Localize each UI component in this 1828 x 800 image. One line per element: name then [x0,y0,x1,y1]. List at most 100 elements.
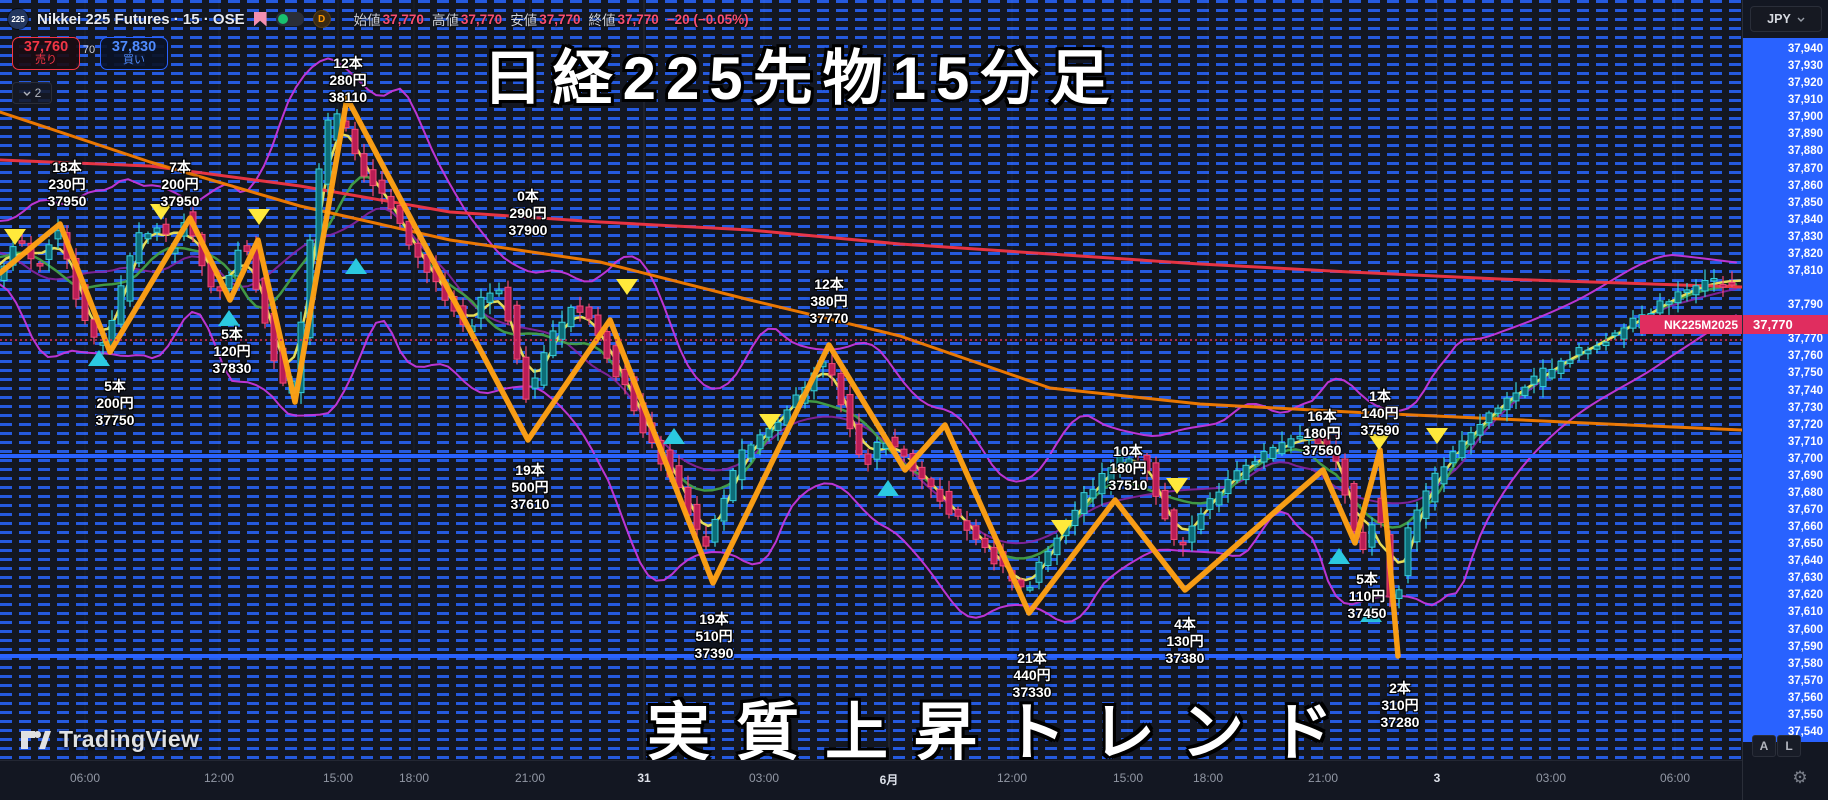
time-axis-label: 12:00 [996,771,1028,785]
price-axis-label: 37,900 [1787,111,1823,124]
green-dot-icon [277,14,288,24]
price-axis-label: 37,550 [1787,708,1823,721]
indicator-toggle[interactable] [275,12,304,26]
price-axis-label: 37,760 [1787,350,1823,363]
price-axis-label: 37,790 [1787,299,1823,312]
time-axis-label: 15:00 [1112,771,1144,785]
sell-signal-triangle-icon [4,229,26,245]
price-axis-label: 37,750 [1787,367,1823,380]
time-axis-label: 03:00 [748,771,780,785]
signal-annotation: 19本 510円 37390 [694,611,734,661]
close-value: 37,770 [617,11,659,27]
chevron-down-icon [23,91,31,96]
buy-price: 37,830 [111,39,157,56]
contract-price-tag: NK225M2025 [1640,315,1742,334]
spread-value: 70 [82,44,96,56]
flag-bookmark-icon[interactable] [253,11,267,27]
gear-icon[interactable]: ⚙ [1792,768,1808,787]
buy-signal-triangle-icon [1328,548,1350,564]
overlay-title-top: 日経225先物15分足 [482,45,1120,112]
tradingview-logo-icon [21,730,51,749]
price-axis-label: 37,850 [1787,196,1823,209]
buy-signal-triangle-icon [345,258,367,274]
price-axis-label: 37,620 [1787,589,1823,602]
price-axis-label: 37,630 [1787,572,1823,585]
sell-signal-triangle-icon [248,209,270,225]
tradingview-logo-text: TradingView [59,726,200,752]
price-axis-label: 37,740 [1787,384,1823,397]
symbol-logo-badge: 225 [8,9,28,29]
signal-annotation: 5本 120円 37830 [212,326,252,376]
buy-signal-triangle-icon [88,350,110,366]
sell-signal-triangle-icon [616,279,638,295]
symbol-title[interactable]: Nikkei 225 Futures · 15 · OSE [37,10,245,28]
price-axis-label: 37,570 [1787,674,1823,687]
buy-signal-triangle-icon [1360,606,1382,622]
log-scale-button[interactable]: L [1777,735,1801,757]
buy-button[interactable]: 37,830 買い [100,37,168,70]
time-axis-label: 31 [637,771,651,785]
time-axis-label: 18:00 [1192,771,1224,785]
low-value: 37,770 [539,11,581,27]
price-axis-label: 37,580 [1787,657,1823,670]
sell-signal-triangle-icon [1426,428,1448,444]
sell-signal-triangle-icon [150,204,172,220]
signal-annotation: 16本 180円 37560 [1302,408,1342,458]
price-axis-label: 37,560 [1787,691,1823,704]
tradingview-logo[interactable]: TradingView [20,726,200,753]
price-axis-label: 37,930 [1787,60,1823,73]
buy-signal-triangle-icon [218,310,240,326]
signal-annotation: 7本 200円 37950 [160,159,200,209]
signal-annotation: 21本 440円 37330 [1012,650,1052,700]
currency-selector[interactable]: JPY [1750,6,1822,32]
ohlc-readout: 始値 37,770 高値 37,770 安値 37,770 終値 37,770 −20 … [354,9,749,29]
time-axis-label: 21:00 [514,771,546,785]
price-axis-label: 37,680 [1787,486,1823,499]
buy-signal-triangle-icon [663,428,685,444]
price-axis-highlight-fill [1743,38,1828,742]
sell-signal-triangle-icon [1051,520,1073,536]
signal-annotation: 5本 200円 37750 [95,378,135,428]
open-label: 始値 [353,13,381,28]
signal-annotation: 12本 280円 38110 [328,55,368,105]
time-axis-label: 15:00 [322,771,354,785]
buy-label: 買い [123,54,145,67]
signal-annotation: 10本 180円 37510 [1108,443,1148,493]
price-axis-label: 37,920 [1787,77,1823,90]
time-axis-label: 6月 [879,773,899,787]
high-value: 37,770 [460,11,503,27]
signal-annotation: 5本 110円 37450 [1347,571,1387,621]
price-axis-label: 37,610 [1787,606,1823,619]
price-axis[interactable]: 37,940 37,930 37,920 37,910 37,900 37,890 37,8… [1742,0,1828,800]
time-axis[interactable]: 06:00 12:00 15:00 18:00 21:00 31 03:00 6月 12:00 1… [0,760,1742,800]
signal-annotation: 18本 230円 37950 [47,159,87,209]
price-axis-label: 37,720 [1787,418,1823,431]
symbol-header: 225 Nikkei 225 Futures · 15 · OSE D 始値 37… [8,7,749,31]
sell-button[interactable]: 37,760 売り [12,37,80,70]
price-axis-label: 37,690 [1787,469,1823,482]
price-chart-area[interactable]: 225 Nikkei 225 Futures · 15 · OSE D 始値 37… [0,0,1742,760]
price-axis-label: 37,940 [1787,43,1823,55]
high-label: 高値 [431,13,459,28]
signal-annotation: 2本 310円 37280 [1380,680,1420,730]
buy-signal-triangle-icon [877,480,899,496]
price-chart-canvas[interactable] [0,0,1742,760]
price-axis-label: 37,640 [1787,555,1823,568]
price-axis-label: 37,660 [1787,521,1823,534]
collapse-indicators-widget[interactable]: 2 [12,82,52,104]
price-axis-label: 37,880 [1787,145,1823,158]
time-axis-label: 21:00 [1307,771,1339,785]
change-value: −20 (−0.05%) [666,11,749,27]
time-axis-label: 03:00 [1535,771,1567,785]
price-axis-label: 37,670 [1787,504,1823,517]
price-axis-label: 37,830 [1787,230,1823,243]
currency-label: JPY [1767,12,1791,26]
overlay-title-bottom: 実質上昇トレンド [647,698,1359,760]
price-axis-label: 37,870 [1787,162,1823,175]
sell-signal-triangle-icon [1166,478,1188,494]
signal-annotation: 0本 290円 37900 [508,188,548,238]
auto-scale-button[interactable]: A [1752,735,1776,757]
d-indicator-badge[interactable]: D [312,10,331,28]
price-axis-label: 37,590 [1787,640,1823,653]
